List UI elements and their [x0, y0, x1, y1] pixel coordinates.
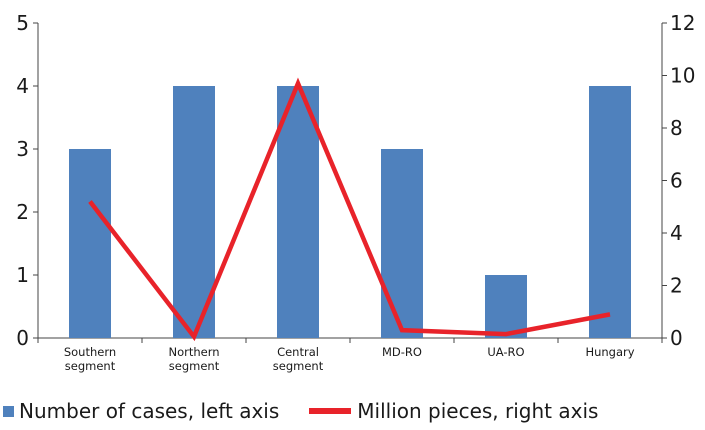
legend-swatch-line	[309, 408, 352, 414]
right-tick-label: 4	[670, 221, 683, 245]
right-tick-label: 6	[670, 169, 683, 193]
right-tick-label: 2	[670, 274, 683, 298]
bar	[173, 86, 215, 338]
legend-swatch-bar	[3, 405, 14, 417]
left-tick-label: 2	[16, 200, 29, 224]
right-tick-label: 10	[670, 64, 695, 88]
left-tick-label: 0	[16, 326, 29, 350]
left-tick-label: 1	[16, 263, 29, 287]
bar-series	[69, 86, 631, 338]
left-tick-label: 3	[16, 137, 29, 161]
axes	[33, 22, 667, 343]
line-series	[88, 77, 611, 342]
legend-item-bars: Number of cases, left axis	[0, 399, 279, 423]
right-tick-label: 8	[670, 116, 683, 140]
legend-item-line: Million pieces, right axis	[279, 399, 598, 423]
bar	[485, 275, 527, 338]
left-tick-label: 4	[16, 74, 29, 98]
bar	[69, 149, 111, 338]
bar	[277, 86, 319, 338]
legend-label-bars: Number of cases, left axis	[19, 399, 280, 423]
category-label: Northern segment	[168, 345, 219, 373]
legend-label-line: Million pieces, right axis	[357, 399, 599, 423]
left-tick-label: 5	[16, 11, 29, 35]
category-label: Hungary	[585, 345, 634, 359]
bar	[589, 86, 631, 338]
category-label: Southern segment	[64, 345, 116, 373]
right-tick-label: 12	[670, 11, 695, 35]
legend: Number of cases, left axis Million piece…	[0, 396, 598, 426]
line-path	[88, 77, 611, 342]
category-label: MD-RO	[382, 345, 422, 359]
right-tick-label: 0	[670, 326, 683, 350]
category-label: Central segment	[273, 345, 324, 373]
bar	[381, 149, 423, 338]
category-label: UA-RO	[487, 345, 524, 359]
